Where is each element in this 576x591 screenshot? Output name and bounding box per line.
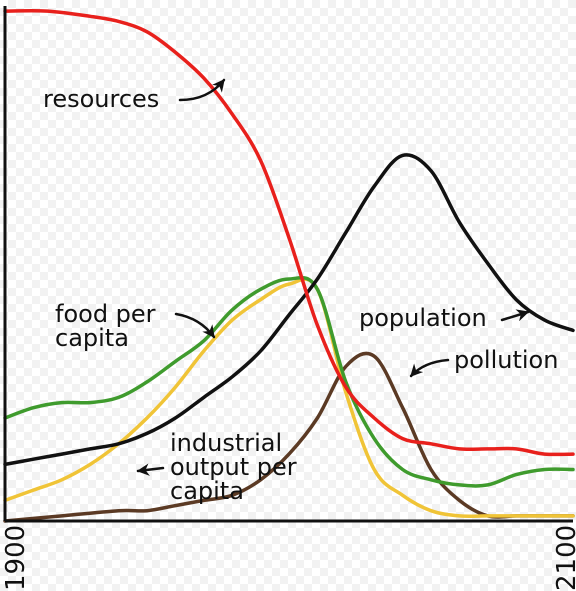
x-tick-label-end: 2100 (552, 525, 576, 591)
series-line-pollution (3, 351, 575, 523)
pollution-label: pollution (454, 346, 558, 374)
series-line-resources (3, 8, 575, 457)
food-per-capita-arrow (174, 312, 216, 339)
industrial-output-label-line3: capita (170, 477, 244, 505)
x-tick-label-start: 1900 (1, 525, 31, 591)
resources-label: resources (43, 85, 159, 113)
population-label: population (359, 304, 487, 332)
industrial-output-label-line2: output per (170, 453, 297, 481)
food-per-capita-label-line2: capita (55, 324, 129, 352)
series-line-population (3, 153, 575, 467)
series-layer (3, 8, 575, 523)
population-arrow (500, 309, 530, 322)
industrial-output-arrow (136, 463, 165, 476)
food-per-capita-label-line1: food per (55, 300, 156, 328)
pollution-arrow (409, 358, 450, 378)
series-line-industrial-output-per-capita (3, 277, 575, 519)
industrial-output-label-line1: industrial (170, 429, 282, 457)
series-line-food-per-capita (3, 275, 575, 488)
resources-arrow (178, 78, 226, 102)
